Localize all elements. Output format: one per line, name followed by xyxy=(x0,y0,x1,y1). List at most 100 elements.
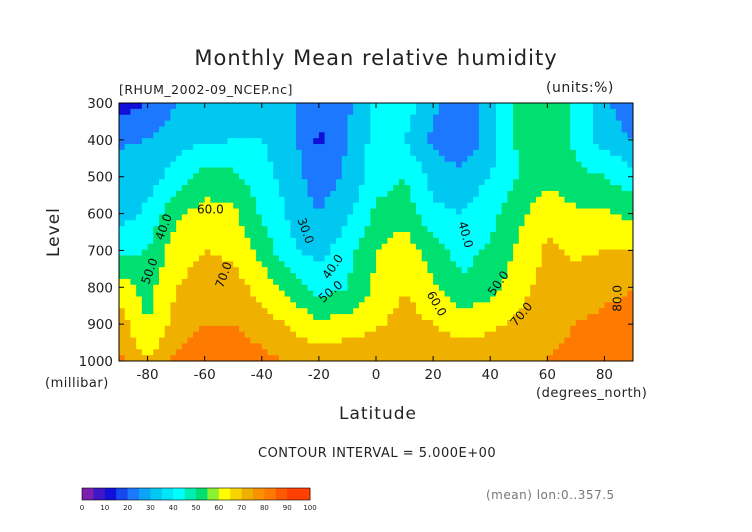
contour-cell xyxy=(467,190,474,198)
contour-cell xyxy=(187,249,194,257)
contour-cell xyxy=(176,173,183,180)
contour-cell xyxy=(553,132,560,139)
contour-cell xyxy=(318,249,326,257)
contour-cell xyxy=(455,284,463,292)
contour-cell xyxy=(615,126,623,133)
contour-cell xyxy=(501,278,508,286)
contour-cell xyxy=(227,138,234,145)
contour-cell xyxy=(530,220,537,227)
contour-cell xyxy=(381,179,389,186)
contour-cell xyxy=(621,161,628,169)
contour-cell xyxy=(450,214,457,221)
contour-cell xyxy=(164,267,171,274)
contour-cell xyxy=(158,220,166,227)
contour-cell xyxy=(353,232,360,239)
contour-cell xyxy=(336,220,343,227)
contour-cell xyxy=(553,144,560,151)
contour-cell xyxy=(627,220,633,227)
contour-cell xyxy=(370,108,377,116)
contour-cell xyxy=(273,226,280,233)
contour-cell xyxy=(393,161,400,169)
contour-cell xyxy=(518,314,526,321)
contour-cell xyxy=(193,343,200,350)
contour-cell xyxy=(204,132,211,139)
contour-cell xyxy=(495,138,503,145)
contour-cell xyxy=(615,185,623,192)
contour-cell xyxy=(495,273,503,280)
contour-cell xyxy=(176,267,183,274)
contour-cell xyxy=(119,167,126,174)
contour-cell xyxy=(558,349,566,356)
contour-cell xyxy=(307,214,314,221)
contour-cell xyxy=(164,308,171,315)
contour-cell xyxy=(467,149,474,157)
contour-cell xyxy=(124,144,132,151)
contour-cell xyxy=(336,108,343,116)
contour-cell xyxy=(438,349,446,356)
contour-cell xyxy=(153,138,160,145)
contour-cell xyxy=(216,132,223,139)
contour-cell xyxy=(181,214,189,221)
contour-cell xyxy=(176,249,183,257)
contour-cell xyxy=(238,278,246,286)
contour-cell xyxy=(290,349,297,356)
contour-cell xyxy=(387,284,394,292)
contour-cell xyxy=(398,308,406,315)
contour-cell xyxy=(318,144,326,151)
contour-cell xyxy=(233,343,240,350)
contour-cell xyxy=(176,314,183,321)
contour-cell xyxy=(535,296,543,303)
contour-cell xyxy=(244,138,251,145)
contour-cell xyxy=(290,114,297,122)
contour-cell xyxy=(170,103,177,110)
contour-cell xyxy=(530,232,537,239)
contour-cell xyxy=(438,337,446,345)
contour-cell xyxy=(530,278,537,286)
contour-cell xyxy=(256,337,263,345)
contour-cell xyxy=(518,161,526,169)
contour-cell xyxy=(530,167,537,174)
contour-cell xyxy=(204,167,211,174)
contour-cell xyxy=(604,255,611,262)
contour-cell xyxy=(581,226,588,233)
contour-cell xyxy=(370,273,377,280)
contour-cell xyxy=(433,355,440,361)
contour-cell xyxy=(221,308,229,315)
contour-cell xyxy=(336,179,343,186)
contour-cell xyxy=(387,261,394,268)
contour-cell xyxy=(313,261,320,268)
contour-cell xyxy=(381,337,389,345)
contour-cell xyxy=(227,126,234,133)
contour-cell xyxy=(347,296,354,303)
contour-cell xyxy=(541,314,548,321)
contour-cell xyxy=(153,261,160,268)
contour-cell xyxy=(141,226,149,233)
contour-cell xyxy=(518,319,526,327)
contour-cell xyxy=(216,220,223,227)
contour-cell xyxy=(393,179,400,186)
contour-cell xyxy=(610,155,617,163)
contour-cell xyxy=(341,132,349,139)
contour-cell xyxy=(290,243,297,251)
contour-cell xyxy=(141,144,149,151)
contour-cell xyxy=(204,120,211,128)
contour-cell xyxy=(296,255,303,262)
contour-cell xyxy=(290,325,297,333)
contour-cell xyxy=(364,126,371,133)
contour-cell xyxy=(615,302,623,309)
contour-cell xyxy=(244,249,251,257)
contour-cell xyxy=(273,349,280,356)
contour-cell xyxy=(136,261,143,268)
contour-cell xyxy=(461,196,468,204)
contour-cell xyxy=(376,319,383,327)
source-file-label: [RHUM_2002-09_NCEP.nc] xyxy=(119,82,293,97)
contour-cell xyxy=(238,319,246,327)
contour-cell xyxy=(124,155,132,163)
contour-cell xyxy=(347,202,354,210)
contour-cell xyxy=(593,302,600,309)
contour-cell xyxy=(570,314,577,321)
contour-cell xyxy=(124,290,132,298)
contour-cell xyxy=(141,155,149,163)
contour-cell xyxy=(141,161,149,169)
contour-cell xyxy=(518,243,526,251)
